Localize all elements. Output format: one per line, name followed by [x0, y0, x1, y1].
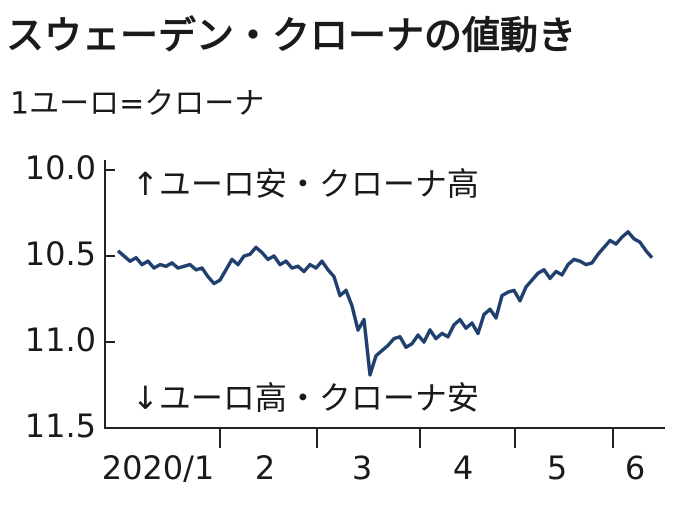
line — [116, 230, 654, 377]
chart-subtitle: 1ユーロ=クローナ — [10, 87, 264, 122]
chart-title: スウェーデン・クローナの値動き — [6, 14, 576, 58]
x-tick-label: 2020/1 — [102, 449, 215, 487]
annotation: ↓ユーロ高・クローナ安 — [132, 379, 479, 417]
y-tick-label: 10.0 — [25, 149, 96, 187]
y-tick-label: 11.0 — [25, 321, 96, 359]
y-tick-label: 10.5 — [25, 235, 96, 273]
y-tick-label: 11.5 — [25, 407, 96, 445]
x-tick-label: 2 — [255, 449, 275, 487]
x-tick-label: 3 — [352, 449, 372, 487]
x-tick-label: 4 — [453, 449, 473, 487]
x-tick-label: 6 — [625, 449, 645, 487]
x-tick-label: 5 — [547, 449, 567, 487]
annotation: ↑ユーロ安・クローナ高 — [132, 165, 479, 203]
